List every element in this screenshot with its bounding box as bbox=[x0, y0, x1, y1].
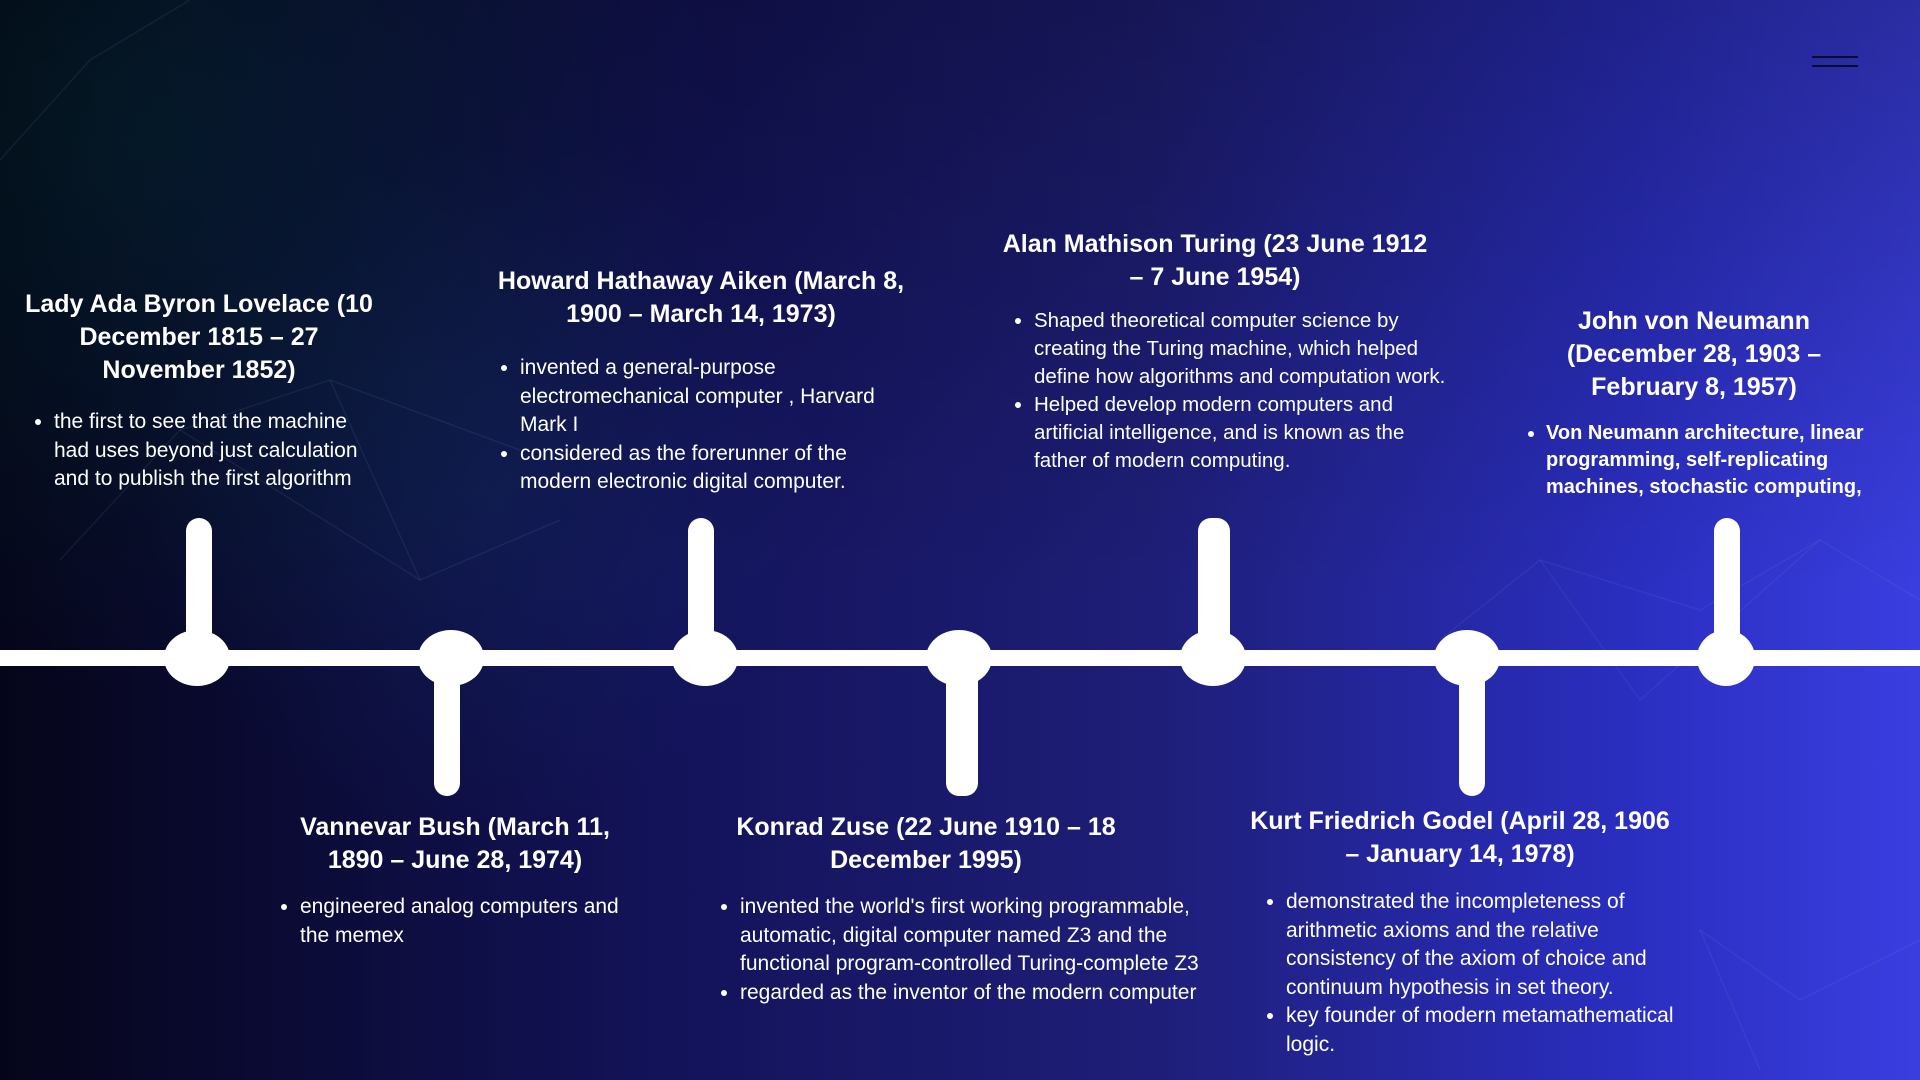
entry-items: demonstrated the incompleteness of arith… bbox=[1254, 888, 1706, 1059]
timeline-entry-von-neumann: John von Neumann (December 28, 1903 – Fe… bbox=[1514, 305, 1894, 501]
entry-items: Shaped theoretical computer science by c… bbox=[1002, 307, 1454, 475]
entry-items: engineered analog computers and the meme… bbox=[268, 893, 648, 950]
timeline-stem-3 bbox=[688, 518, 714, 648]
entry-items: the first to see that the machine had us… bbox=[22, 408, 382, 494]
timeline-stem-7 bbox=[1714, 518, 1740, 648]
entry-item: invented a general-purpose electromechan… bbox=[520, 354, 915, 440]
entry-title: Alan Mathison Turing (23 June 1912 – 7 J… bbox=[1002, 230, 1428, 291]
entry-item: regarded as the inventor of the modern c… bbox=[740, 979, 1200, 1008]
timeline-entry-aiken: Howard Hathaway Aiken (March 8, 1900 – M… bbox=[488, 265, 908, 497]
timeline-entry-lovelace: Lady Ada Byron Lovelace (10 December 181… bbox=[22, 288, 382, 494]
timeline-stem-6 bbox=[1459, 666, 1485, 796]
entry-item: demonstrated the incompleteness of arith… bbox=[1286, 888, 1706, 1002]
entry-item: Shaped theoretical computer science by c… bbox=[1034, 307, 1454, 391]
timeline-entry-turing: Alan Mathison Turing (23 June 1912 – 7 J… bbox=[1002, 228, 1446, 475]
timeline-entry-godel: Kurt Friedrich Godel (April 28, 1906 – J… bbox=[1250, 805, 1684, 1059]
timeline-stem-4 bbox=[946, 666, 978, 796]
timeline-stem-1 bbox=[186, 518, 212, 648]
entry-title: Konrad Zuse (22 June 1910 – 18 December … bbox=[736, 813, 1116, 874]
menu-button[interactable] bbox=[1812, 56, 1858, 76]
entry-items: invented a general-purpose electromechan… bbox=[488, 354, 915, 497]
entry-title: Howard Hathaway Aiken (March 8, 1900 – M… bbox=[497, 267, 905, 328]
entry-item: key founder of modern metamathematical l… bbox=[1286, 1002, 1706, 1059]
entry-title: John von Neumann (December 28, 1903 – Fe… bbox=[1566, 307, 1822, 401]
hamburger-menu-icon bbox=[1812, 56, 1858, 58]
timeline-stem-2 bbox=[434, 666, 460, 796]
entry-item: considered as the forerunner of the mode… bbox=[520, 440, 915, 497]
entry-items: invented the world's first working progr… bbox=[708, 893, 1200, 1007]
entry-items: Von Neumann architecture, linear program… bbox=[1514, 420, 1906, 501]
entry-item: invented the world's first working progr… bbox=[740, 893, 1200, 979]
entry-title: Lady Ada Byron Lovelace (10 December 181… bbox=[25, 290, 373, 384]
entry-item: the first to see that the machine had us… bbox=[54, 408, 382, 494]
entry-title: Vannevar Bush (March 11, 1890 – June 28,… bbox=[300, 813, 610, 874]
entry-item: Helped develop modern computers and arti… bbox=[1034, 391, 1454, 475]
hamburger-menu-icon-line bbox=[1812, 65, 1858, 67]
timeline-entry-bush: Vannevar Bush (March 11, 1890 – June 28,… bbox=[268, 811, 648, 950]
timeline-entry-zuse: Konrad Zuse (22 June 1910 – 18 December … bbox=[708, 811, 1198, 1007]
entry-item: Von Neumann architecture, linear program… bbox=[1546, 420, 1906, 501]
entry-item: engineered analog computers and the meme… bbox=[300, 893, 648, 950]
timeline-stem-5 bbox=[1198, 518, 1230, 648]
entry-title: Kurt Friedrich Godel (April 28, 1906 – J… bbox=[1250, 807, 1670, 868]
